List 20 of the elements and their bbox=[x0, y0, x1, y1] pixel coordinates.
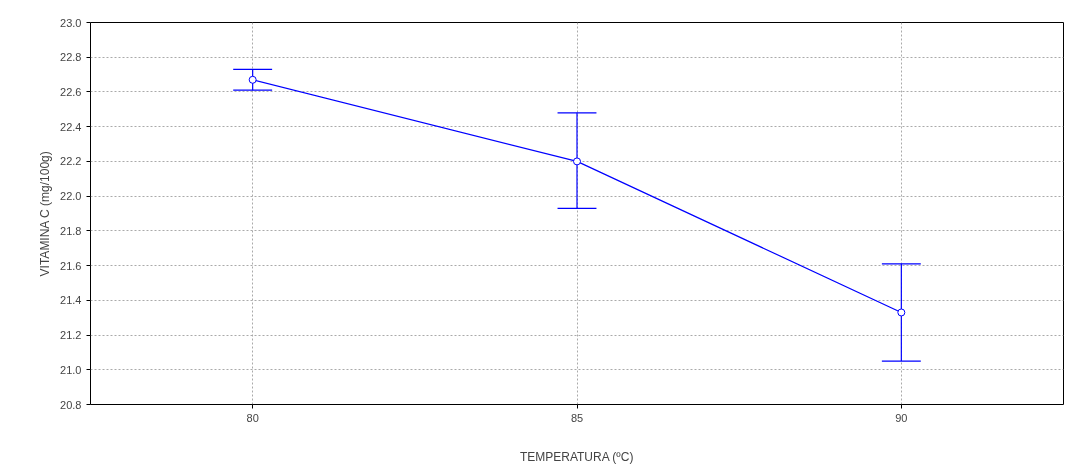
y-tick-label: 21.6 bbox=[60, 259, 82, 272]
y-axis-title: VITAMINA C (mg/100g) bbox=[38, 151, 53, 277]
x-tick-label: 85 bbox=[570, 411, 584, 424]
y-tick-label: 22.0 bbox=[60, 190, 82, 203]
point bbox=[248, 75, 257, 84]
y-tick-label: 21.2 bbox=[60, 329, 82, 342]
y-tick-label: 22.6 bbox=[60, 85, 82, 98]
y-tick-label: 20.8 bbox=[60, 398, 82, 411]
point bbox=[573, 157, 581, 166]
y-tick-label: 21.8 bbox=[60, 224, 82, 237]
y-tick-label: 22.2 bbox=[60, 155, 82, 168]
y-tick-label: 22.4 bbox=[60, 120, 82, 133]
y-tick-label: 21.0 bbox=[60, 363, 82, 376]
x-axis-title: TEMPERATURA (ºC) bbox=[519, 449, 634, 464]
y-tick-label: 23.0 bbox=[60, 16, 82, 29]
y-tick-label: 21.4 bbox=[60, 294, 82, 307]
x-tick-label: 90 bbox=[895, 411, 908, 424]
y-tick-label: 22.8 bbox=[60, 51, 82, 64]
x-tick-label: 80 bbox=[246, 411, 259, 424]
point bbox=[897, 308, 906, 317]
